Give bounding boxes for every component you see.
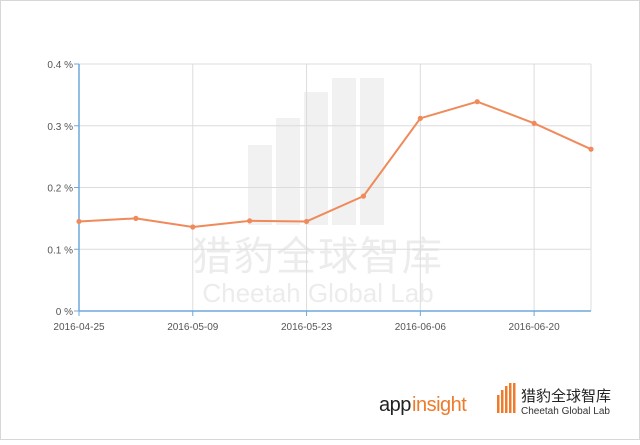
watermark-logo-bars	[248, 78, 384, 225]
data-point	[303, 218, 310, 225]
data-point	[360, 193, 367, 199]
brand-logo-bar	[513, 383, 516, 413]
axes	[74, 63, 591, 316]
watermark-bar	[332, 78, 356, 225]
brand-logo-bar	[505, 386, 508, 413]
x-tick-label: 2016-06-06	[395, 322, 447, 333]
cheetah-logo-icon	[497, 383, 516, 413]
x-tick-label: 2016-05-23	[281, 322, 333, 333]
y-axis-ticks: 0 % 0.1 % 0.2 % 0.3 % 0.4 %	[47, 60, 73, 318]
data-point	[76, 218, 82, 225]
brand-cheetah-cn: 猎豹全球智库	[521, 387, 611, 405]
brand-logo-bar	[501, 390, 504, 413]
brand-app-text: app	[379, 394, 411, 416]
brand-cheetah: 猎豹全球智库 Cheetah Global Lab	[497, 383, 611, 417]
x-tick-label: 2016-05-09	[167, 322, 219, 333]
data-point	[417, 115, 423, 121]
y-tick-label: 0.3 %	[47, 122, 73, 133]
watermark: 猎豹全球智库 Cheetah Global Lab	[192, 78, 444, 308]
data-point	[588, 146, 594, 152]
y-tick-label: 0 %	[56, 307, 73, 318]
series-group	[76, 99, 594, 230]
data-point	[474, 99, 480, 105]
y-tick-label: 0.4 %	[47, 60, 73, 71]
watermark-bar	[304, 92, 328, 225]
brand-cheetah-en: Cheetah Global Lab	[521, 406, 610, 417]
x-tick-label: 2016-04-25	[53, 322, 105, 333]
brand-insight-text: insight	[412, 394, 467, 416]
watermark-cn: 猎豹全球智库	[192, 234, 444, 280]
data-point	[190, 224, 196, 230]
brand-logo-bar	[509, 383, 512, 413]
brand-logo-bar	[497, 395, 500, 413]
series-line	[78, 100, 592, 229]
watermark-bar	[360, 78, 384, 225]
data-point	[247, 218, 253, 224]
watermark-bar	[276, 118, 300, 225]
brand-appinsight: app insight	[379, 394, 468, 416]
x-axis-ticks: 2016-04-25 2016-05-09 2016-05-23 2016-06-06…	[53, 322, 560, 333]
data-point	[133, 215, 139, 221]
watermark-bar	[248, 145, 272, 225]
x-tick-label: 2016-06-20	[509, 322, 561, 333]
data-point	[531, 120, 537, 126]
y-tick-label: 0.2 %	[47, 184, 73, 195]
y-tick-label: 0.1 %	[47, 245, 73, 256]
watermark-en: Cheetah Global Lab	[202, 278, 433, 308]
